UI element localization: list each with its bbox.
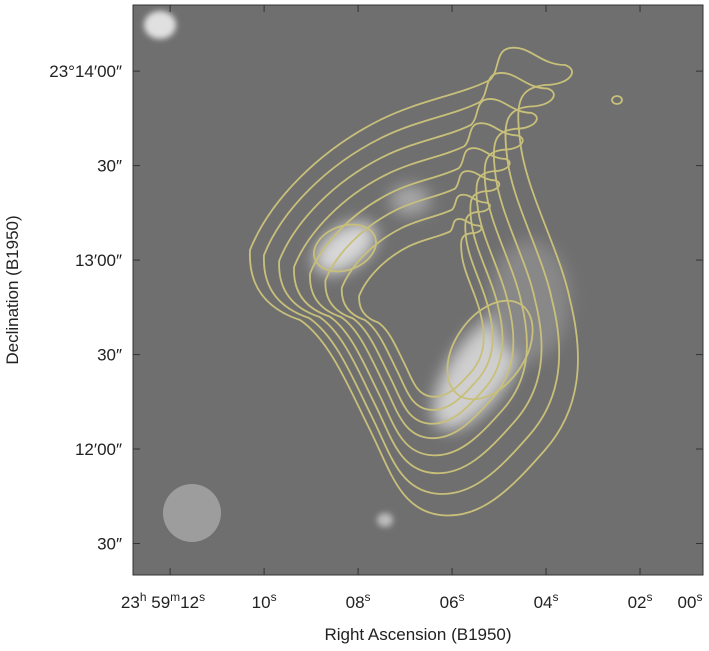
contour xyxy=(446,299,534,401)
contour xyxy=(324,170,504,425)
y-tick-label: 13′00″ xyxy=(75,251,122,270)
y-tick-label: 30″ xyxy=(97,346,122,365)
y-axis-label: Declination (B1950) xyxy=(3,215,22,364)
contour xyxy=(278,98,543,475)
x-tick-label: 08s xyxy=(346,590,371,612)
frame xyxy=(132,4,704,576)
y-tick-label: 30″ xyxy=(97,157,122,176)
x-tick-label: 00s xyxy=(678,590,703,612)
x-tick-label: 06s xyxy=(440,590,465,612)
contour xyxy=(263,72,560,495)
x-tick-label: 02s xyxy=(628,590,653,612)
beam xyxy=(163,484,221,542)
y-tick-label: 12′00″ xyxy=(75,440,122,459)
contour xyxy=(313,223,377,273)
contour xyxy=(293,122,528,457)
x-tick-label: 10s xyxy=(252,590,277,612)
x-tick-label: 23h 59m12s xyxy=(121,590,205,612)
y-tick-label: 30″ xyxy=(97,535,122,554)
contours xyxy=(249,46,623,517)
contour xyxy=(358,218,485,398)
y-tick-label: 23°14′00″ xyxy=(49,62,122,81)
x-tick-label: 04s xyxy=(534,590,559,612)
contour xyxy=(340,193,494,411)
x-axis-label: Right Ascension (B1950) xyxy=(324,625,511,644)
sky-image xyxy=(133,5,703,575)
